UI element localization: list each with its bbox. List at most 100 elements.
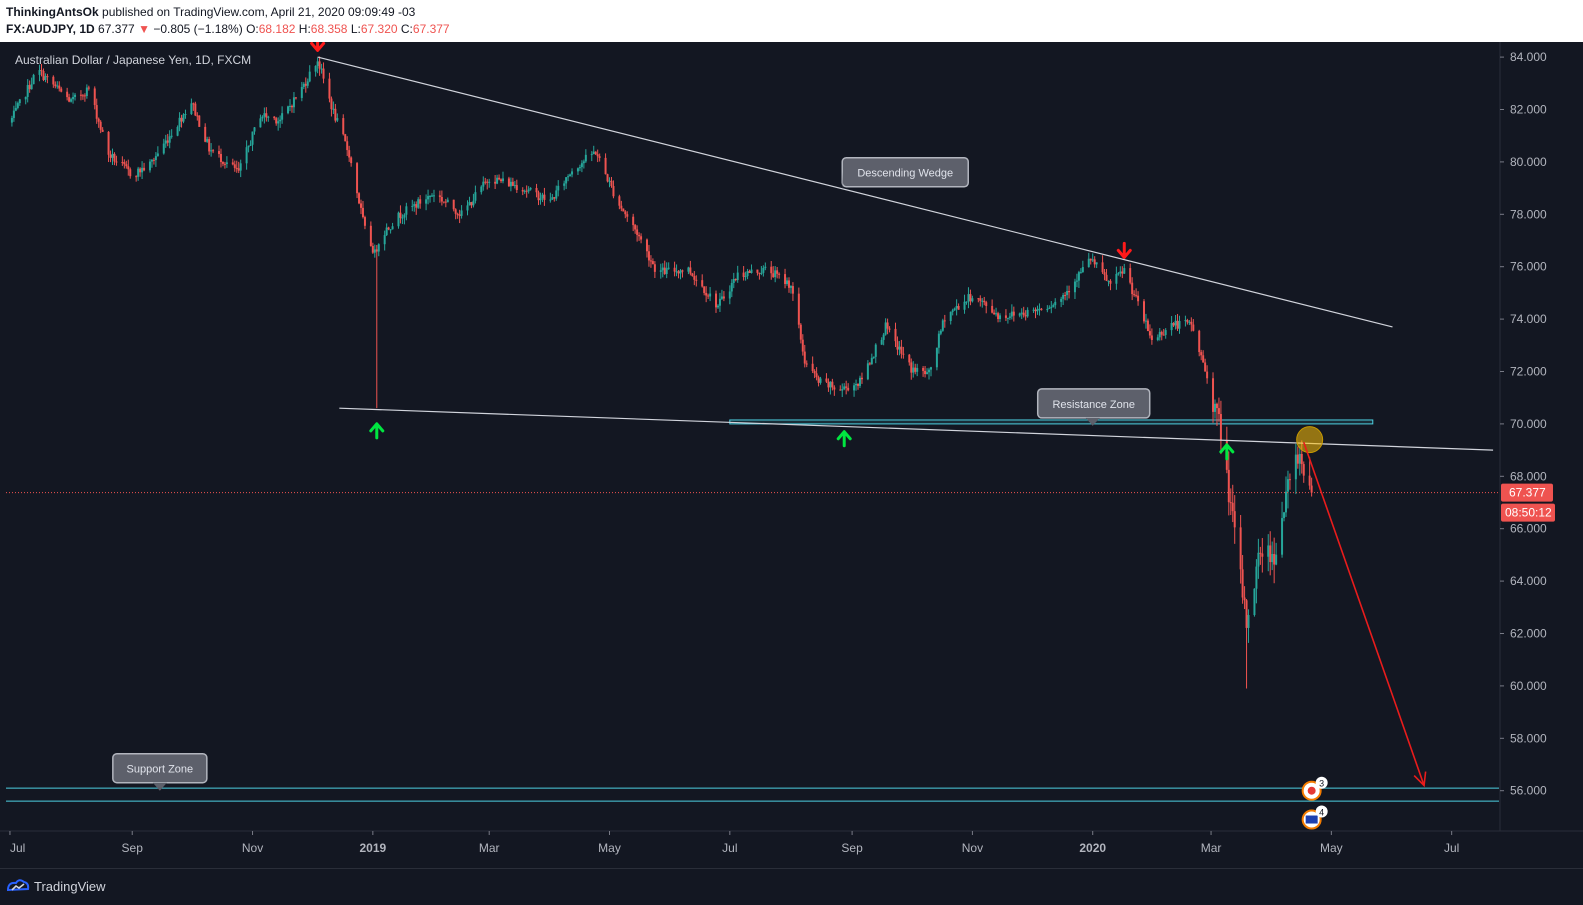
candle-body: [277, 121, 280, 124]
y-tick-label: 66.000: [1510, 522, 1547, 536]
candle-body: [695, 279, 698, 281]
candle-body: [14, 107, 17, 111]
candle-body: [935, 347, 938, 368]
candle-body: [701, 280, 704, 287]
candle-body: [513, 185, 516, 187]
candle-body: [1184, 320, 1187, 322]
candle-body: [985, 302, 988, 306]
candle-body: [825, 378, 828, 382]
y-tick-label: 84.000: [1510, 50, 1547, 64]
tradingview-logo-icon[interactable]: [6, 878, 30, 894]
candle-body: [693, 275, 696, 280]
low-label: L:: [350, 22, 361, 36]
candle-body: [454, 209, 457, 214]
candle-body: [647, 251, 650, 261]
candle-body: [1239, 527, 1242, 570]
candle-body: [829, 381, 832, 388]
event-count-bubble: [1315, 776, 1328, 789]
candle-body: [1026, 309, 1029, 317]
candle-body: [770, 266, 773, 274]
candle-body: [679, 270, 682, 274]
y-tick-label: 68.000: [1510, 469, 1547, 483]
candle-body: [1247, 615, 1250, 628]
candle-body: [1131, 282, 1134, 295]
resistance-zone-callout[interactable]: Resistance Zone: [1036, 388, 1151, 426]
candle-body: [1018, 313, 1021, 316]
up-arrow-marker-icon: [1219, 443, 1235, 461]
symbol-label: FX:AUDJPY, 1D: [6, 22, 95, 36]
down-arrow-marker-icon: [1116, 241, 1132, 259]
candle-body: [1101, 262, 1104, 273]
close-value: 67.377: [412, 22, 450, 36]
candle-body: [1010, 311, 1013, 317]
candle-body: [231, 162, 234, 165]
candle-body: [565, 177, 568, 184]
chart-area[interactable]: 3 4 56.000 58.000 60.000 62.000 64.000 66.000 6…: [0, 34, 1583, 868]
event-badge[interactable]: 4: [1301, 805, 1328, 830]
candle-body: [529, 187, 532, 190]
candle-body: [1077, 272, 1080, 281]
tradingview-brand[interactable]: TradingView: [34, 879, 106, 894]
candle-body: [1040, 308, 1043, 311]
candle-body: [797, 293, 800, 325]
candle-body: [127, 166, 130, 170]
candle-body: [225, 162, 228, 164]
candle-body: [1188, 321, 1191, 323]
candle-body: [1081, 267, 1084, 273]
candle-body: [56, 85, 59, 87]
candle-body: [363, 217, 366, 226]
candle-body: [1229, 502, 1232, 504]
candle-body: [511, 181, 514, 186]
candle-body: [515, 185, 518, 191]
candle-body: [563, 183, 566, 186]
price-chart[interactable]: 3 4 56.000 58.000 60.000 62.000 64.000 66.000 6…: [0, 34, 1583, 868]
candle-body: [60, 88, 63, 92]
x-tick-label: 2019: [359, 841, 386, 855]
candle-body: [965, 301, 968, 303]
candle-body: [263, 113, 266, 117]
candle-body: [993, 312, 996, 315]
candle-body: [419, 199, 422, 204]
candle-body: [1186, 320, 1189, 323]
candle-body: [40, 70, 43, 72]
event-badge[interactable]: 3: [1301, 776, 1328, 801]
support-zone-callout[interactable]: Support Zone: [112, 752, 208, 791]
candle-body: [734, 278, 737, 281]
candle-body: [857, 383, 860, 386]
breakout-highlight-circle[interactable]: [1296, 426, 1324, 454]
projection-arrow-head-icon: [1413, 771, 1427, 788]
candle-body: [494, 181, 497, 184]
candle-body: [1215, 403, 1218, 409]
candle-body: [1034, 309, 1037, 312]
candle-body: [68, 97, 71, 102]
author-name[interactable]: ThinkingAntsOk: [6, 5, 99, 19]
candle-body: [427, 196, 430, 200]
candle-body: [866, 363, 869, 380]
y-tick-label: 82.000: [1510, 103, 1547, 117]
upper-trendline[interactable]: [317, 56, 1393, 328]
x-tick-label: Nov: [962, 841, 983, 855]
candle-body: [194, 103, 197, 116]
candle-body: [742, 272, 745, 277]
candle-body: [716, 305, 719, 308]
candle-body: [109, 154, 112, 158]
candle-body: [778, 273, 781, 275]
candle-body: [70, 99, 73, 102]
projection-arrow-line[interactable]: [1302, 441, 1425, 786]
descending-wedge-callout[interactable]: Descending Wedge: [841, 156, 969, 191]
candle-body: [322, 68, 325, 79]
candle-body: [744, 276, 747, 278]
candle-body: [675, 271, 678, 273]
candle-body: [389, 229, 392, 231]
candle-body: [687, 267, 690, 272]
candle-body: [571, 171, 574, 175]
candle-body: [803, 351, 806, 364]
candle-body: [787, 280, 790, 288]
candle-body: [640, 236, 643, 240]
candle-body: [1172, 323, 1175, 326]
candle-body: [1300, 453, 1303, 465]
candle-body: [1052, 305, 1055, 307]
candle-body: [316, 61, 319, 67]
candle-body: [391, 226, 394, 230]
candle-body: [1255, 566, 1258, 589]
